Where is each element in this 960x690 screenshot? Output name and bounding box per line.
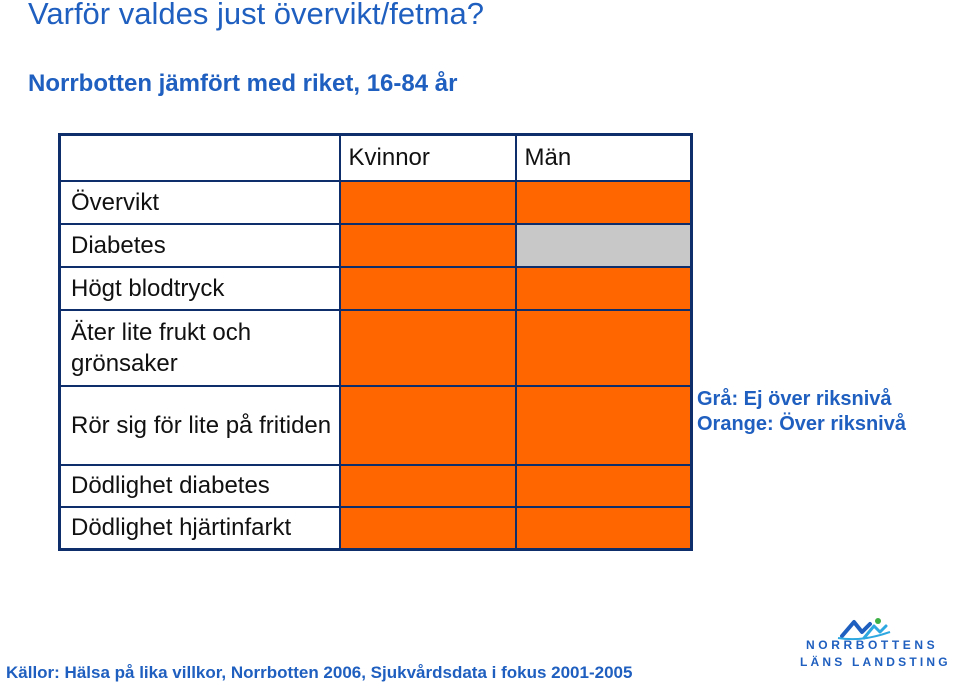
table-row: Övervikt <box>58 179 693 225</box>
table-row: Dödlighet hjärtinfarkt <box>58 505 693 551</box>
status-cell-man <box>514 463 693 508</box>
status-cell-man <box>514 308 693 387</box>
row-label: Diabetes <box>58 222 341 268</box>
status-cell-kvinnor <box>338 505 517 551</box>
table-row: Diabetes <box>58 222 693 268</box>
row-label: Rör sig för lite på fritiden <box>58 384 341 466</box>
status-cell-man <box>514 222 693 268</box>
source-footer: Källor: Hälsa på lika villkor, Norrbotte… <box>6 663 633 682</box>
status-cell-kvinnor <box>338 463 517 508</box>
status-cell-kvinnor <box>338 308 517 387</box>
comparison-table: Kvinnor Män Övervikt Diabetes Högt blodt… <box>58 133 693 551</box>
logo-line-1: NORRBOTTENS <box>806 638 939 652</box>
status-cell-man <box>514 384 693 466</box>
table-row: Högt blodtryck <box>58 265 693 311</box>
norrbottens-logo-icon <box>837 618 891 641</box>
column-header-man: Män <box>514 133 693 182</box>
table-row: Rör sig för lite på fritiden <box>58 384 693 466</box>
legend-gray-text: Grå: Ej över riksnivå <box>697 388 892 410</box>
legend-orange-text: Orange: Över riksnivå <box>697 413 906 435</box>
row-label: Äter lite frukt och grönsaker <box>58 308 341 387</box>
status-cell-kvinnor <box>338 222 517 268</box>
row-label: Dödlighet hjärtinfarkt <box>58 505 341 551</box>
logo-line-2: LÄNS LANDSTING <box>800 655 951 669</box>
status-cell-kvinnor <box>338 384 517 466</box>
table-row: Äter lite frukt och grönsaker <box>58 308 693 387</box>
row-label: Dödlighet diabetes <box>58 463 341 508</box>
status-cell-kvinnor <box>338 179 517 225</box>
column-header-kvinnor: Kvinnor <box>338 133 517 182</box>
row-label: Övervikt <box>58 179 341 225</box>
header-empty-cell <box>58 133 341 182</box>
status-cell-kvinnor <box>338 265 517 311</box>
slide-title: Varför valdes just övervikt/fetma? <box>28 0 484 31</box>
status-cell-man <box>514 505 693 551</box>
color-legend: Grå: Ej över riksnivå Orange: Över riksn… <box>697 387 906 437</box>
table-header-row: Kvinnor Män <box>58 133 693 182</box>
row-label: Högt blodtryck <box>58 265 341 311</box>
status-cell-man <box>514 265 693 311</box>
table-row: Dödlighet diabetes <box>58 463 693 508</box>
status-cell-man <box>514 179 693 225</box>
slide-subtitle: Norrbotten jämfört med riket, 16-84 år <box>28 70 458 97</box>
